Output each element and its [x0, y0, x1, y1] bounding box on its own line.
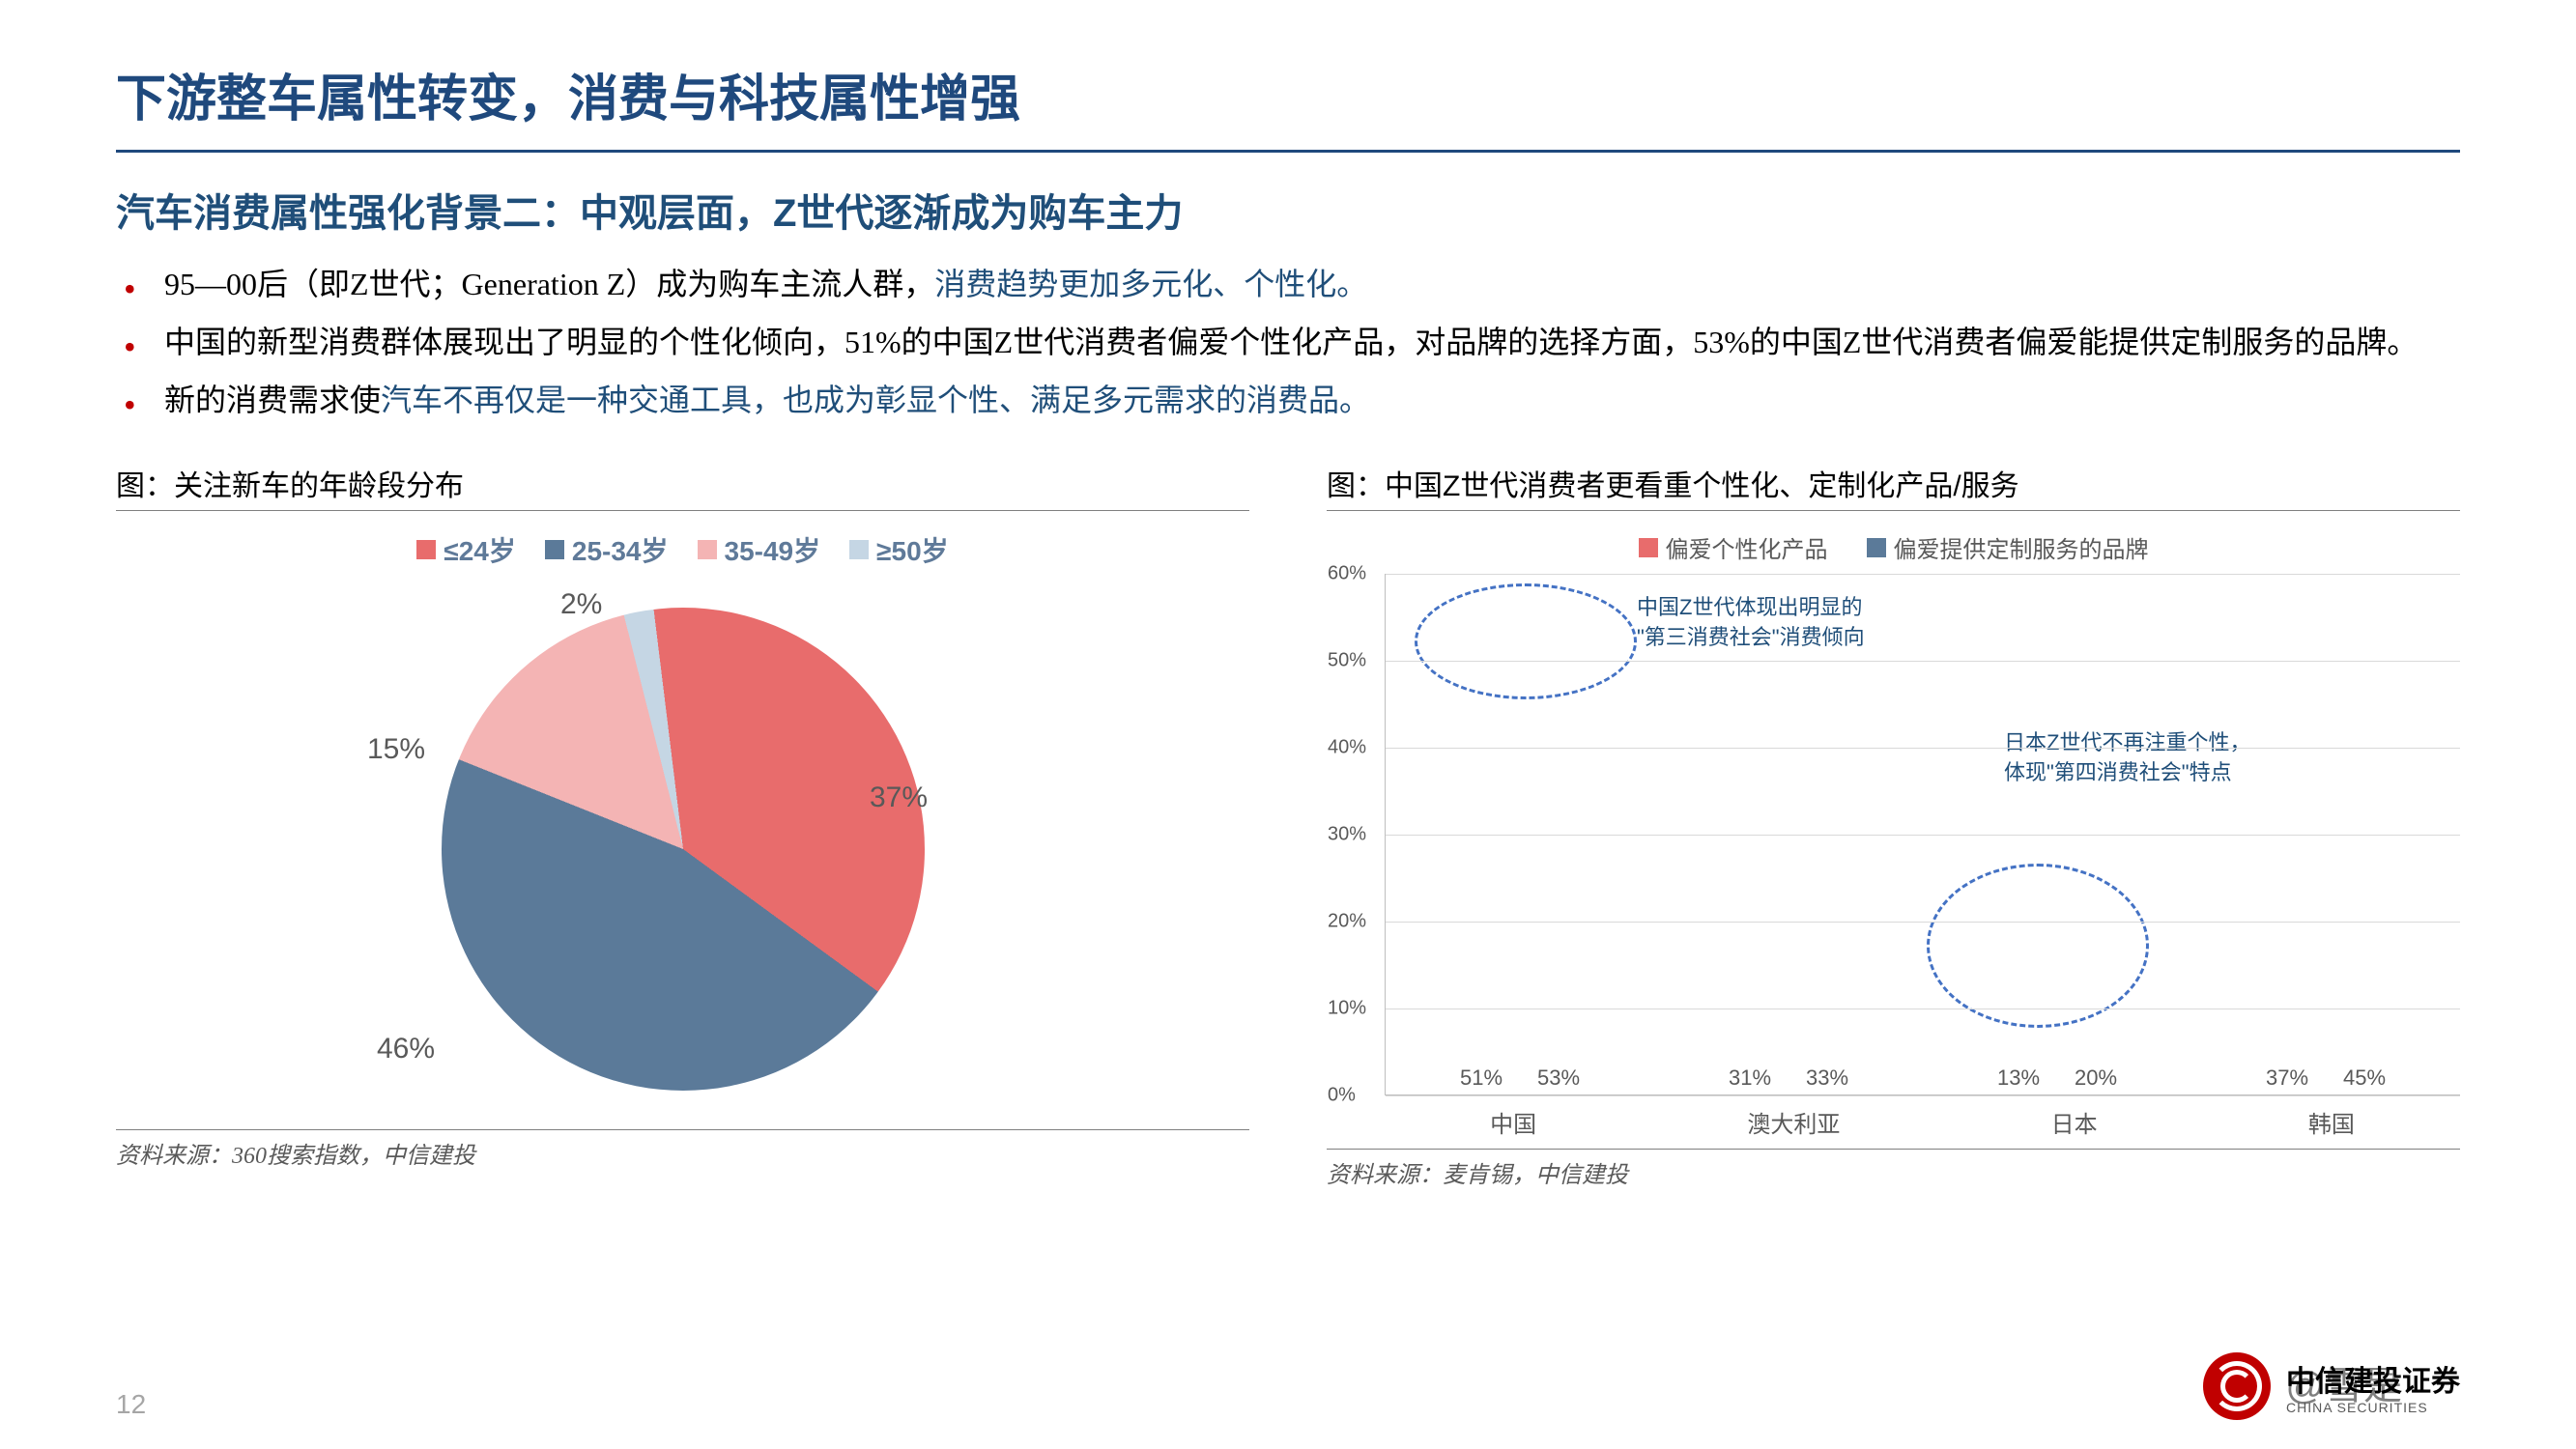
bar-value-label: 37%: [2253, 1065, 2321, 1091]
pie-slice-label: 2%: [560, 588, 602, 621]
bullet-highlight: 消费趋势更加多元化、个性化。: [934, 267, 1367, 301]
legend-label: 偏爱提供定制服务的品牌: [1894, 530, 2149, 564]
annotation-ellipse: [1927, 864, 2149, 1028]
bar-legend: 偏爱个性化产品 偏爱提供定制服务的品牌: [1327, 530, 2460, 564]
y-axis-label: 0%: [1328, 1085, 1356, 1107]
legend-label: 35-49岁: [725, 530, 821, 569]
brand-logo-icon: [2203, 1352, 2271, 1420]
bullet-item: 95—00后（即Z世代；Generation Z）成为购车主流人群，消费趋势更加…: [116, 261, 2460, 307]
legend-item: 25-34岁: [545, 530, 669, 569]
pie-chart-block: 图：关注新车的年龄段分布 ≤24岁 25-34岁 35-49岁 ≥50岁 37%…: [116, 462, 1249, 1189]
annotation-text: 日本Z世代不再注重个性， 体现"第四消费社会"特点: [2004, 728, 2250, 788]
gridline: [1386, 1095, 2460, 1096]
legend-item: ≤24岁: [416, 530, 516, 569]
bar-chart-block: 图：中国Z世代消费者更看重个性化、定制化产品/服务 偏爱个性化产品 偏爱提供定制…: [1327, 462, 2460, 1189]
legend-swatch: [1639, 538, 1658, 557]
bar-plot-area: 51% 53% 31% 33% 13% 20% 37% 45% 中国Z世代体现出明显的 "第三…: [1385, 574, 2460, 1095]
bullet-text: 新的消费需求使: [164, 383, 381, 417]
legend-swatch: [698, 540, 717, 559]
legend-label: 25-34岁: [572, 530, 669, 569]
x-axis-label: 韩国: [2308, 1105, 2355, 1139]
bar-value-label: 20%: [2062, 1065, 2130, 1091]
legend-label: ≥50岁: [876, 530, 949, 569]
legend-swatch: [1867, 538, 1886, 557]
bar-source: 资料来源：麦肯锡，中信建投: [1327, 1149, 2460, 1189]
annotation-text: 中国Z世代体现出明显的 "第三消费社会"消费倾向: [1637, 593, 1865, 653]
gridline: [1386, 922, 2460, 923]
legend-item: ≥50岁: [849, 530, 949, 569]
bar-value-label: 53%: [1525, 1065, 1592, 1091]
pie-chart-title: 图：关注新车的年龄段分布: [116, 462, 1249, 511]
pie-slice-label: 37%: [870, 781, 928, 814]
charts-container: 图：关注新车的年龄段分布 ≤24岁 25-34岁 35-49岁 ≥50岁 37%…: [116, 462, 2460, 1189]
gridline: [1386, 835, 2460, 836]
bullet-list: 95—00后（即Z世代；Generation Z）成为购车主流人群，消费趋势更加…: [116, 261, 2460, 423]
x-axis-label: 日本: [2051, 1105, 2098, 1139]
y-axis-label: 30%: [1328, 824, 1366, 846]
bar-value-label: 13%: [1985, 1065, 2052, 1091]
y-axis-label: 60%: [1328, 563, 1366, 585]
legend-item: 35-49岁: [698, 530, 821, 569]
pie-wrap: 37% 46% 15% 2%: [116, 579, 1249, 1120]
bar-x-labels: 中国 澳大利亚 日本 韩国: [1385, 1105, 2460, 1139]
legend-swatch: [416, 540, 436, 559]
x-axis-label: 澳大利亚: [1747, 1105, 1840, 1139]
legend-label: 偏爱个性化产品: [1666, 530, 1828, 564]
bullet-highlight: 汽车不再仅是一种交通工具，也成为彰显个性、满足多元需求的消费品。: [381, 383, 1370, 417]
x-axis-label: 中国: [1490, 1105, 1536, 1139]
pie-source: 资料来源：360搜索指数，中信建投: [116, 1129, 1249, 1170]
y-axis-label: 10%: [1328, 998, 1366, 1020]
legend-swatch: [849, 540, 869, 559]
gridline: [1386, 748, 2460, 749]
legend-label: ≤24岁: [444, 530, 516, 569]
pie-slice-label: 46%: [377, 1033, 435, 1065]
y-axis-label: 40%: [1328, 737, 1366, 759]
bar-value-label: 33%: [1793, 1065, 1861, 1091]
pie-chart: [442, 608, 925, 1091]
gridline: [1386, 574, 2460, 575]
bar-value-label: 51%: [1447, 1065, 1515, 1091]
legend-swatch: [545, 540, 564, 559]
bar-value-label: 31%: [1716, 1065, 1784, 1091]
pie-legend: ≤24岁 25-34岁 35-49岁 ≥50岁: [116, 530, 1249, 569]
gridline: [1386, 661, 2460, 662]
annotation-ellipse: [1415, 583, 1637, 699]
pie-slice-label: 15%: [367, 733, 425, 766]
bullet-item: 中国的新型消费群体展现出了明显的个性化倾向，51%的中国Z世代消费者偏爱个性化产…: [116, 319, 2460, 365]
legend-item: 偏爱个性化产品: [1639, 530, 1828, 564]
bullet-item: 新的消费需求使汽车不再仅是一种交通工具，也成为彰显个性、满足多元需求的消费品。: [116, 377, 2460, 423]
section-subtitle: 汽车消费属性强化背景二：中观层面，Z世代逐渐成为购车主力: [116, 182, 2460, 238]
watermark: @雪是: [2285, 1354, 2402, 1410]
legend-item: 偏爱提供定制服务的品牌: [1867, 530, 2149, 564]
bullet-text: 95—00后（即Z世代；Generation Z）成为购车主流人群，: [164, 267, 934, 301]
y-axis-label: 20%: [1328, 911, 1366, 933]
page-number: 12: [116, 1389, 146, 1420]
y-axis-label: 50%: [1328, 650, 1366, 672]
page-title: 下游整车属性转变，消费与科技属性增强: [116, 58, 2460, 153]
bar-chart-title: 图：中国Z世代消费者更看重个性化、定制化产品/服务: [1327, 462, 2460, 511]
bar-value-label: 45%: [2331, 1065, 2398, 1091]
